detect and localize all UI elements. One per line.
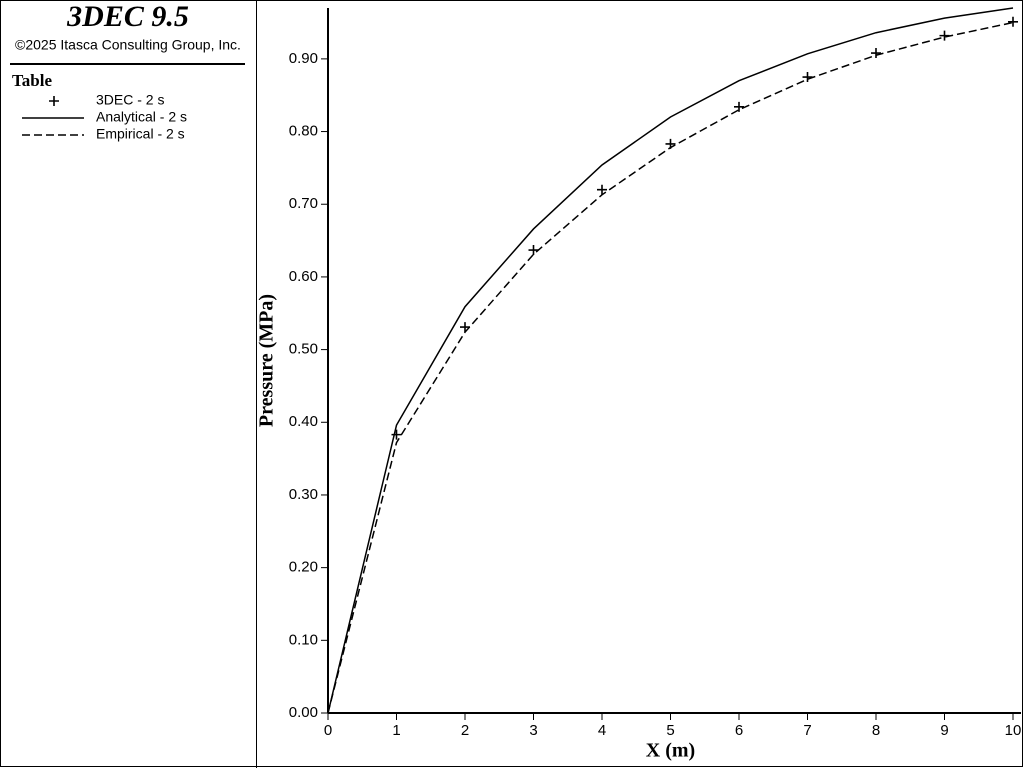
- x-axis-label: X (m): [646, 740, 695, 762]
- x-tick-label: 2: [461, 722, 469, 739]
- y-tick-label: 0.20: [289, 559, 318, 576]
- x-tick-label: 6: [735, 722, 743, 739]
- y-tick-label: 0.90: [289, 50, 318, 67]
- legend-label: Analytical - 2 s: [96, 109, 187, 125]
- x-tick-label: 7: [803, 722, 811, 739]
- x-tick-label: 10: [1005, 722, 1022, 739]
- y-tick-label: 0.30: [289, 486, 318, 503]
- x-tick-label: 9: [940, 722, 948, 739]
- marker: [802, 72, 813, 83]
- x-tick-label: 5: [666, 722, 674, 739]
- app-title: 3DEC 9.5: [66, 0, 189, 33]
- plot: 0.00 0.10 0.20 0.30 0.40 0.50 0.60 0.70 0.80 0.90…: [256, 7, 1022, 762]
- y-tick-label: 0.70: [289, 195, 318, 212]
- series-line: [327, 7, 1014, 714]
- x-tick-label: 0: [324, 722, 332, 739]
- x-tick-label: 4: [598, 722, 606, 739]
- legend-label: Empirical - 2 s: [96, 126, 185, 142]
- y-tick-label: 0.80: [289, 123, 318, 140]
- x-tick-label: 8: [872, 722, 880, 739]
- legend-title: Table: [12, 71, 52, 90]
- copyright: ©2025 Itasca Consulting Group, Inc.: [15, 37, 241, 53]
- marker: [391, 429, 402, 440]
- y-axis-label: Pressure (MPa): [256, 294, 278, 427]
- x-tick-label: 1: [392, 722, 400, 739]
- y-tick-label: 0.40: [289, 413, 318, 430]
- marker: [1008, 16, 1018, 27]
- marker: [528, 245, 539, 256]
- marker: [49, 96, 59, 106]
- y-tick-label: 0.50: [289, 341, 318, 358]
- marker: [734, 101, 744, 112]
- y-tick-label: 0.10: [289, 631, 318, 648]
- y-tick-label: 0.60: [289, 268, 318, 285]
- y-tick-label: 0.00: [289, 704, 318, 721]
- marker: [460, 322, 470, 333]
- marker: [871, 48, 881, 59]
- x-tick-label: 3: [529, 722, 537, 739]
- legend-label: 3DEC - 2 s: [96, 92, 164, 108]
- series-line: [327, 21, 1014, 714]
- marker: [597, 184, 607, 195]
